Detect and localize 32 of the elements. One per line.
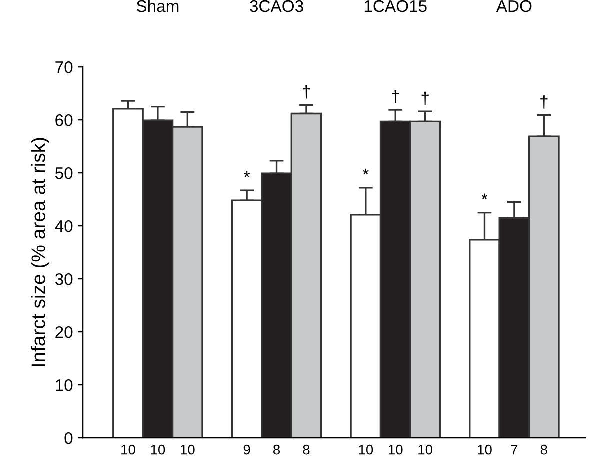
annotation: * — [244, 171, 250, 178]
text: 10 — [359, 444, 374, 455]
y-axis-title: Infarct size (% area at risk) — [31, 138, 50, 366]
x-tick-label: 1CAO15 — [364, 0, 427, 12]
annotation: † — [302, 86, 310, 99]
y-tick-label: 20 — [56, 326, 73, 338]
text: 10 — [151, 444, 166, 455]
text: 7 — [511, 445, 518, 455]
y-tick-label: 0 — [64, 432, 73, 444]
text: 9 — [244, 444, 250, 455]
text: 8 — [303, 444, 310, 455]
y-tick-label: 50 — [55, 167, 73, 180]
text: 8 — [274, 444, 280, 455]
y-tick-label: 60 — [56, 114, 73, 126]
y-tick-label: 40 — [55, 220, 73, 232]
y-tick-label: 10 — [56, 379, 73, 392]
x-tick-label: 3CAO3 — [250, 0, 304, 12]
y-tick-label: 70 — [56, 62, 73, 74]
text: 10 — [418, 444, 432, 455]
annotation: † — [422, 92, 429, 106]
annotation: * — [362, 168, 369, 175]
text: 10 — [122, 444, 136, 455]
x-tick-label: Sham — [136, 0, 179, 12]
annotation: * — [482, 194, 488, 200]
annotation: † — [540, 96, 548, 109]
annotation: † — [392, 90, 400, 104]
y-tick-label: 30 — [55, 273, 73, 286]
text: 10 — [388, 444, 403, 455]
text: 8 — [540, 444, 548, 455]
text: 10 — [180, 444, 195, 455]
text: 10 — [478, 444, 492, 455]
x-tick-label: ADO — [496, 0, 532, 12]
